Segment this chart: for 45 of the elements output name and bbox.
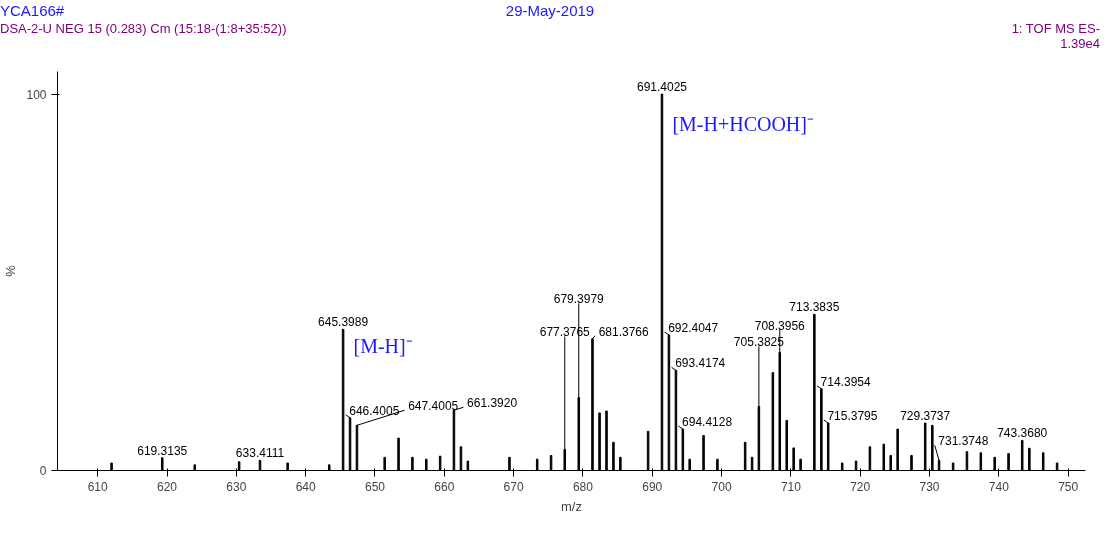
annotation: 729.3737 [900,409,951,424]
annotation: 646.4005 [349,403,400,418]
x-tick-label: 730 [919,479,940,494]
annotation: [M-H+HCOOH]⁻ [672,113,814,136]
annotation: 714.3954 [820,374,871,389]
annotation: 743.3680 [997,426,1048,441]
x-tick-label: 680 [572,479,594,494]
text: 29-May-2019 [504,1,596,21]
y-tick-label: 0 [39,464,47,478]
x-tick-label: 720 [850,479,871,494]
x-tick-label: 640 [295,479,316,494]
y-axis-title: % [3,264,19,277]
x-tick-label: 650 [364,479,386,494]
x-tick-label: 620 [157,479,178,494]
x-tick-label: 700 [711,479,732,494]
annotation: 633.4111 [235,446,285,461]
x-axis-title: m/z [561,498,582,514]
annotation: 713.3835 [789,300,840,315]
annotation: 679.3979 [553,292,605,307]
chart-subtitle: DSA-2-U NEG 15 (0.283) Cm (15:18-(1:8+35:52)) [0,21,287,39]
annotation: 693.4174 [675,356,726,371]
x-tick-label: 670 [503,479,524,494]
x-tick-label: 690 [642,479,663,494]
x-tick-label: 740 [988,479,1010,494]
annotation: 681.3766 [598,324,650,339]
annotation: 647.4005 [408,399,459,414]
annotation: [M-H]⁻ [353,335,413,358]
annotation: 715.3795 [827,409,878,424]
annotation: 692.4047 [668,320,719,335]
annotation: 691.4025 [636,80,688,95]
y-tick-label: 100 [26,87,47,102]
annotation: 694.4128 [682,415,733,430]
x-tick-label: 660 [434,479,455,494]
text: 1: TOF MS ES- [1011,21,1100,37]
x-tick-label: 630 [226,479,247,494]
chart-title: YCA166# [0,1,66,21]
annotation: 708.3956 [754,318,806,333]
x-tick-label: 610 [87,479,109,494]
annotation: 731.3748 [938,434,989,449]
annotation: 645.3989 [318,315,369,330]
annotation: 619.3135 [137,443,188,458]
annotation: 661.3920 [467,396,518,411]
x-tick-label: 750 [1058,479,1079,494]
x-tick-label: 710 [780,479,802,494]
text: 1.39e4 [1060,36,1100,52]
